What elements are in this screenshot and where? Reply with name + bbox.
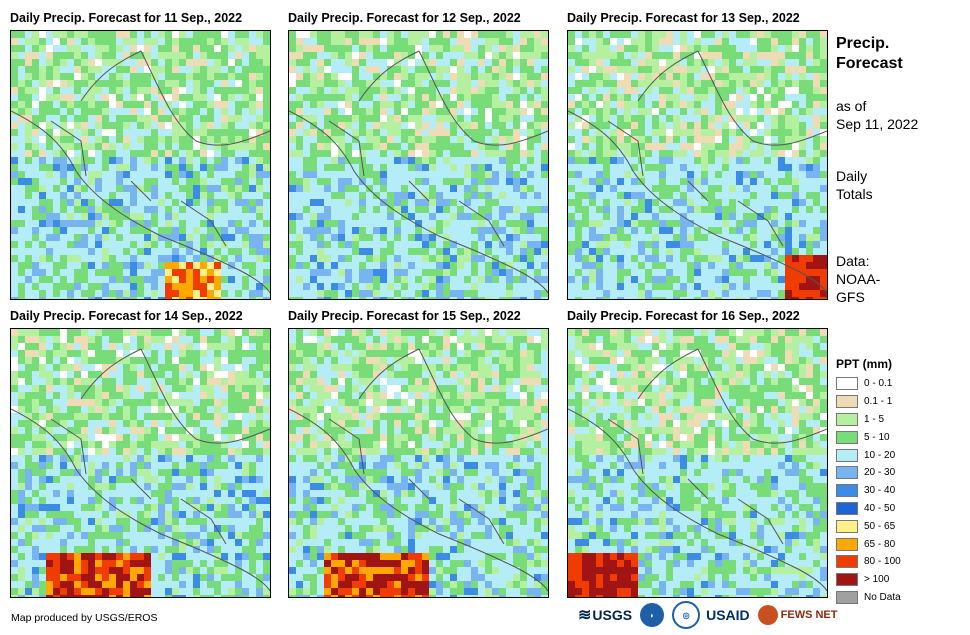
legend-label: 5 - 10 xyxy=(864,431,890,443)
fewsnet-seal-icon xyxy=(757,605,778,625)
side-title-line1: Precip. xyxy=(836,35,890,52)
precip-map-5 xyxy=(289,329,548,597)
side-daily-line2: Totals xyxy=(836,186,873,202)
legend-swatch xyxy=(836,555,858,569)
legend-item: 80 - 100 xyxy=(836,553,901,571)
legend-item: 20 - 30 xyxy=(836,464,901,482)
side-daily-line1: Daily xyxy=(836,168,868,184)
legend-swatch xyxy=(836,519,858,533)
panel-title-6: Daily Precip. Forecast for 16 Sep., 2022 xyxy=(567,309,800,323)
legend-label: No Data xyxy=(864,591,901,603)
map-panel-5 xyxy=(288,328,549,598)
side-asof-line2: Sep 11, 2022 xyxy=(836,116,919,132)
nasa-logo-icon: ◎ xyxy=(672,601,701,629)
legend-item: 10 - 20 xyxy=(836,446,901,464)
precip-map-3 xyxy=(568,31,827,299)
legend-item: 1 - 5 xyxy=(836,411,901,429)
map-credit: Map produced by USGS/EROS xyxy=(11,612,158,624)
usgs-logo-text: USGS xyxy=(592,607,633,623)
legend-label: 1 - 5 xyxy=(864,413,885,425)
legend-label: 0 - 0.1 xyxy=(864,378,893,390)
legend-swatch xyxy=(836,466,858,480)
side-daily: Daily Totals xyxy=(836,167,873,203)
map-panel-6 xyxy=(567,328,828,598)
side-data-line1: Data: xyxy=(836,253,870,269)
usaid-logo-text: USAID xyxy=(706,607,750,623)
precip-map-2 xyxy=(289,31,548,299)
map-panel-1 xyxy=(10,30,271,300)
precip-map-1 xyxy=(11,31,270,299)
usgs-wave-icon: ≋ xyxy=(578,607,592,624)
legend-label: 10 - 20 xyxy=(864,449,896,461)
legend-item: 40 - 50 xyxy=(836,500,901,518)
precip-map-4 xyxy=(11,329,270,597)
legend-swatch xyxy=(836,395,858,409)
legend-swatch xyxy=(836,484,858,498)
side-title: Precip. Forecast xyxy=(836,34,903,74)
fewsnet-logo-text: FEWS NET xyxy=(780,609,838,621)
legend-item: 5 - 10 xyxy=(836,428,901,446)
map-panel-2 xyxy=(288,30,549,300)
legend: 0 - 0.1 0.1 - 1 1 - 5 5 - 10 10 - 20 20 - 30 3… xyxy=(836,375,901,606)
precip-map-6 xyxy=(568,329,827,597)
legend-swatch xyxy=(836,573,858,587)
legend-item: 65 - 80 xyxy=(836,535,901,553)
legend-item: 50 - 65 xyxy=(836,517,901,535)
legend-item: > 100 xyxy=(836,571,901,589)
legend-label: 30 - 40 xyxy=(864,485,896,497)
side-data-line2: NOAA- xyxy=(836,271,881,287)
legend-item: 30 - 40 xyxy=(836,482,901,500)
legend-item: 0.1 - 1 xyxy=(836,393,901,411)
panel-title-5: Daily Precip. Forecast for 15 Sep., 2022 xyxy=(288,309,521,323)
side-data-source: Data: NOAA- GFS xyxy=(836,252,880,306)
side-asof: as of Sep 11, 2022 xyxy=(836,97,918,133)
panel-title-2: Daily Precip. Forecast for 12 Sep., 2022 xyxy=(288,11,521,25)
legend-swatch xyxy=(836,412,858,426)
legend-label: > 100 xyxy=(864,574,890,586)
legend-swatch xyxy=(836,430,858,444)
legend-swatch xyxy=(836,448,858,462)
legend-label: 0.1 - 1 xyxy=(864,396,893,408)
legend-label: 20 - 30 xyxy=(864,467,896,479)
legend-title: PPT (mm) xyxy=(836,357,893,371)
side-title-line2: Forecast xyxy=(836,55,903,72)
panel-title-4: Daily Precip. Forecast for 14 Sep., 2022 xyxy=(10,309,243,323)
map-panel-3 xyxy=(567,30,828,300)
legend-label: 40 - 50 xyxy=(864,502,896,514)
legend-swatch xyxy=(836,590,858,604)
legend-label: 50 - 65 xyxy=(864,520,896,532)
side-asof-line1: as of xyxy=(836,98,867,114)
noaa-logo-icon: ◗ xyxy=(640,603,665,627)
legend-item: 0 - 0.1 xyxy=(836,375,901,393)
panel-title-3: Daily Precip. Forecast for 13 Sep., 2022 xyxy=(567,11,800,25)
logo-strip: ≋ USGS ◗ ◎ USAID FEWS NET xyxy=(578,600,846,630)
legend-swatch xyxy=(836,377,858,391)
legend-swatch xyxy=(836,537,858,551)
map-panel-4 xyxy=(10,328,271,598)
legend-label: 65 - 80 xyxy=(864,538,896,550)
usgs-logo: ≋ USGS xyxy=(578,605,632,625)
legend-label: 80 - 100 xyxy=(864,556,901,568)
side-data-line3: GFS xyxy=(836,289,865,305)
legend-item: No Data xyxy=(836,589,901,607)
legend-swatch xyxy=(836,501,858,515)
usaid-logo: USAID xyxy=(706,607,750,623)
panel-title-1: Daily Precip. Forecast for 11 Sep., 2022 xyxy=(10,11,243,25)
fewsnet-logo: FEWS NET xyxy=(757,605,838,625)
